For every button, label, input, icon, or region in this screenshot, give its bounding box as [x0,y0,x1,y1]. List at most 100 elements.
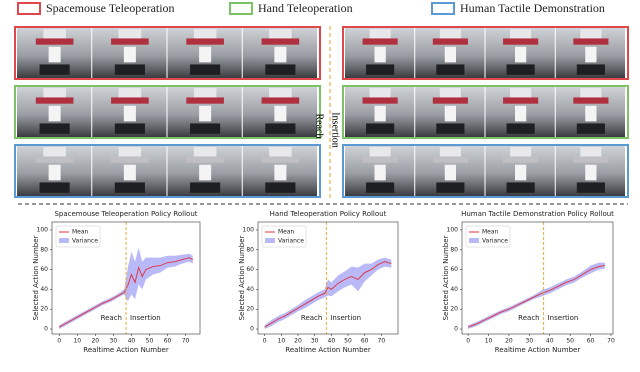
legend-label: Spacemouse Teleoperation [46,1,175,15]
cuff [573,97,609,104]
object [48,105,61,122]
base [436,182,465,193]
object [374,105,386,122]
base [576,123,605,134]
gripper [580,147,602,159]
cuff [432,156,468,163]
y-tick-label: 80 [246,246,254,253]
chart-title: Spacemouse Teleoperation Policy Rollout [54,210,197,218]
base [366,123,395,134]
x-tick-label: 0 [263,338,267,345]
gripper [193,147,217,159]
base [506,64,535,75]
y-tick-label: 80 [40,246,48,253]
cuff [186,97,224,104]
object [199,46,212,63]
y-axis-label: Selected Action Number [32,235,40,320]
legend-patch [59,238,69,243]
x-tick-label: 20 [505,338,513,345]
annotation: Insertion [130,314,161,322]
x-tick-label: 60 [587,338,595,345]
base [576,64,605,75]
annotation: Reach [301,314,322,322]
y-tick-label: 0 [44,326,48,333]
base [366,182,395,193]
chart: Hand Teleoperation Policy Rollout 0 20 40 60… [238,210,399,354]
gripper [269,88,292,100]
gripper [269,29,292,41]
plot-frame [51,221,201,335]
annotation: Insertion [548,314,579,322]
mean-line [467,265,605,328]
x-tick-label: 10 [278,338,286,345]
cuff [111,156,149,163]
x-tick-label: 70 [378,338,386,345]
gripper [43,88,66,100]
gripper [439,29,461,41]
gripper [118,88,142,100]
cuff [35,38,74,45]
gripper [43,147,66,159]
gripper [369,147,391,159]
object [585,105,597,122]
cuff [362,97,398,104]
legend-label: Mean [482,229,499,236]
x-axis-label: Realtime Action Number [495,346,581,354]
cuff [186,156,224,163]
base [190,182,221,193]
y-tick-label: 60 [450,266,458,273]
cuff [35,156,74,163]
y-tick-label: 0 [250,326,254,333]
object [123,105,136,122]
legend-label: Variance [278,238,304,245]
phase-label: Reach [314,114,325,139]
gripper [369,88,391,100]
x-tick-label: 50 [566,338,574,345]
x-tick-label: 70 [182,338,190,345]
legend-patch [265,238,275,243]
x-tick-label: 20 [91,338,99,345]
y-tick-label: 100 [447,226,459,233]
x-tick-label: 10 [485,338,493,345]
gripper [510,29,532,41]
cuff [503,38,539,45]
gripper [580,29,602,41]
gripper [439,88,461,100]
y-tick-label: 20 [40,306,48,313]
photo-grid [14,26,629,198]
base [506,123,535,134]
x-tick-label: 30 [311,338,319,345]
object [444,164,456,181]
legend-label: Variance [482,238,508,245]
x-tick-label: 0 [57,338,61,345]
y-tick-label: 20 [450,306,458,313]
x-tick-label: 50 [344,338,352,345]
y-tick-label: 20 [246,306,254,313]
cuff [261,38,300,45]
mean-line [59,257,193,328]
y-axis-label: Selected Action Number [442,235,450,320]
object [374,46,386,63]
base [190,64,221,75]
base [114,182,145,193]
cuff [573,38,609,45]
chart: Spacemouse Teleoperation Policy Rollout 0… [32,210,201,354]
y-axis-label: Selected Action Number [238,235,246,320]
x-tick-label: 60 [361,338,369,345]
row-border [342,26,629,80]
plot-frame [461,221,614,335]
top-legend: Spacemouse Teleoperation Hand Teleoperati… [17,1,605,15]
base [114,123,145,134]
base [265,123,296,134]
charts: Spacemouse Teleoperation Policy Rollout 0… [32,210,615,354]
base [506,182,535,193]
y-tick-label: 40 [246,286,254,293]
x-axis-label: Realtime Action Number [83,346,169,354]
cuff [362,156,398,163]
object [585,164,597,181]
gripper [580,88,602,100]
object [274,46,287,63]
y-tick-label: 0 [454,326,458,333]
gripper [43,29,66,41]
